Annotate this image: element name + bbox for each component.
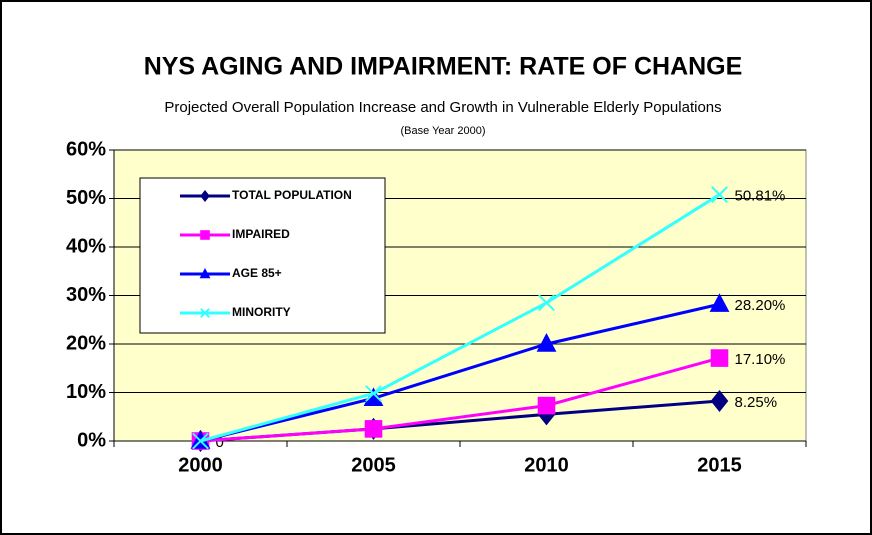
y-tick-label: 30%: [66, 284, 106, 306]
legend-label: MINORITY: [232, 305, 291, 319]
marker: [199, 268, 211, 279]
series-line: [200, 193, 721, 443]
y-tick-label: 20%: [66, 332, 106, 354]
marker: [710, 349, 729, 367]
y-tick-label: 40%: [66, 235, 106, 257]
marker: [709, 293, 730, 312]
marker: [192, 432, 209, 450]
data-label: 28.20%: [735, 297, 786, 314]
marker: [537, 396, 556, 415]
marker: [364, 420, 383, 438]
x-tick-label: 2010: [524, 454, 569, 476]
series-line: [200, 302, 720, 443]
marker: [200, 190, 210, 202]
chart-subtitle: Projected Overall Population Increase an…: [164, 99, 721, 116]
marker: [710, 389, 729, 412]
marker: [711, 186, 728, 203]
legend-label: IMPAIRED: [232, 227, 290, 241]
y-tick-label: 10%: [66, 381, 106, 403]
data-label: 17.10%: [735, 351, 786, 368]
marker: [200, 308, 210, 318]
marker: [536, 333, 557, 352]
marker: [363, 387, 384, 407]
y-tick-label: 60%: [66, 138, 106, 160]
x-tick-label: 2000: [178, 454, 223, 476]
x-tick-label: 2015: [697, 454, 742, 476]
series-line: [200, 356, 720, 443]
x-tick-label: 2005: [351, 454, 396, 476]
data-label: 8.25%: [735, 394, 778, 411]
marker: [190, 430, 211, 449]
marker: [365, 385, 382, 402]
y-tick-label: 50%: [66, 187, 106, 209]
data-label: 0: [216, 434, 224, 451]
chart-title: NYS AGING AND IMPAIRMENT: RATE OF CHANGE: [144, 53, 743, 81]
marker: [200, 230, 210, 240]
y-tick-label: 0%: [77, 429, 106, 451]
legend-label: AGE 85+: [232, 266, 282, 280]
chart-note: (Base Year 2000): [400, 125, 485, 137]
legend: [139, 177, 386, 334]
legend-label: TOTAL POPULATION: [232, 188, 352, 202]
marker: [538, 294, 555, 312]
data-label: 50.81%: [735, 188, 786, 205]
